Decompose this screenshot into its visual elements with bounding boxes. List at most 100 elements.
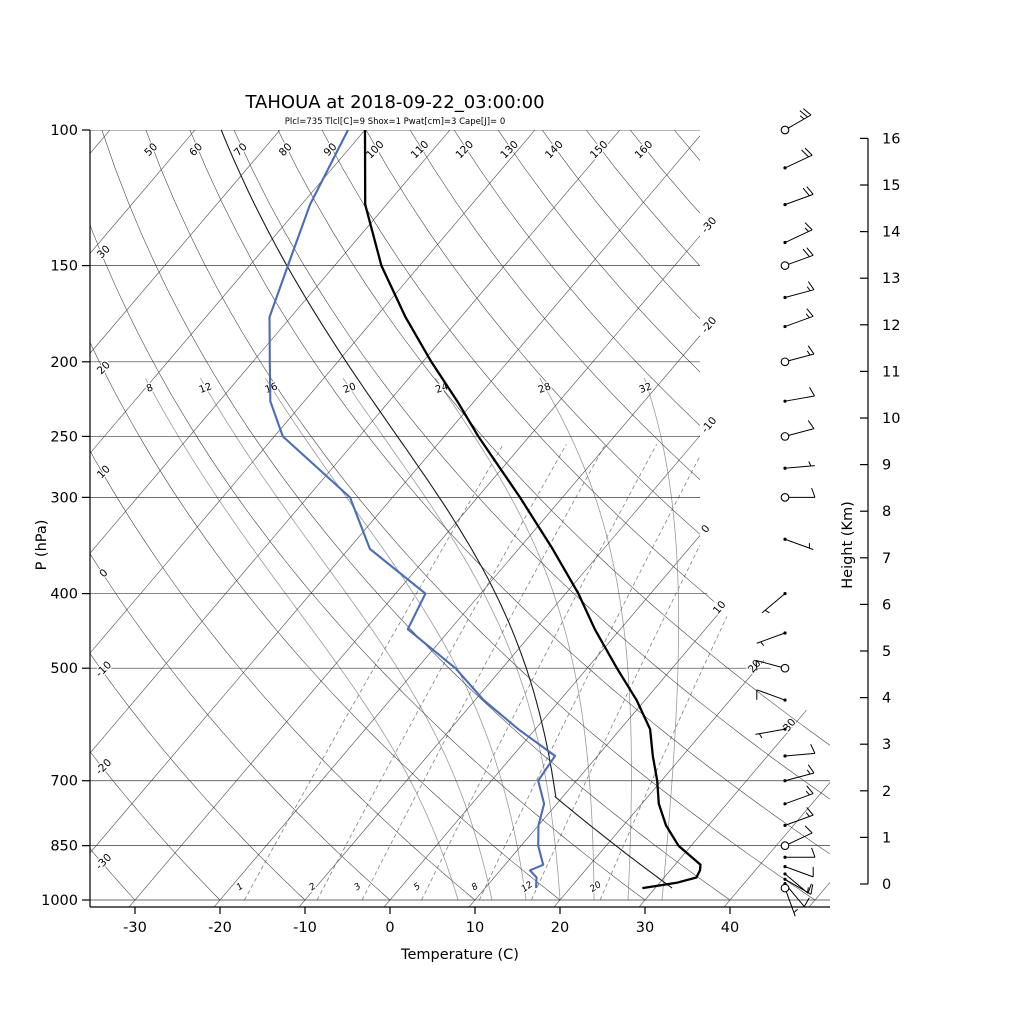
height-tick-label: 5 [882,644,891,660]
height-tick-label: 14 [882,225,900,241]
wind-barb [755,727,787,739]
level-dot-marker [783,779,787,783]
temperature-tick-label: 10 [466,920,484,936]
temperature-tick-label: -10 [293,920,317,936]
wind-barb [780,345,815,367]
height-axis-title: Height (Km) [840,501,856,589]
grid-label: -10 [699,415,719,436]
grid-label: 2 [308,881,319,893]
grid-label: 32 [638,381,654,396]
chart-params-line: Plcl=735 Tlcl[C]=9 Shox=1 Pwat[cm]=3 Cap… [285,117,506,127]
level-circle-marker [780,125,790,135]
level-dot-marker [783,166,787,170]
level-dot-marker [783,631,787,635]
pressure-axis: 100 150 200 250 300 400 500 700 850 1000 [41,123,91,909]
height-tick-label: 4 [882,691,891,707]
wind-barb [783,308,814,329]
level-dot-marker [783,240,787,245]
wind-barb [780,108,812,135]
wind-barb [783,785,814,806]
wind-barb [783,764,815,783]
level-dot-marker [783,865,787,869]
temperature-tick-label: -30 [123,920,147,936]
pressure-tick-label: 500 [50,661,78,677]
grid-dry-adiabats [90,130,830,901]
grid-label: 24 [434,381,450,396]
height-tick-label: 12 [882,318,900,334]
grid-isobars [90,130,830,901]
grid-label: 20 [342,381,358,396]
level-circle-marker [780,883,790,893]
level-circle-marker [780,432,790,441]
grid-label: 120 [453,139,476,162]
grid-label: 10 [711,599,729,617]
pressure-tick-label: 400 [50,587,78,603]
grid-label: -30 [699,215,719,236]
x-axis-title: Temperature (C) [400,947,519,963]
wind-barb [783,537,814,550]
level-dot-marker [783,855,787,859]
height-tick-label: 3 [882,737,891,753]
chart-title: TAHOUA at 2018-09-22_03:00:00 [244,92,544,113]
wind-barb [780,883,799,917]
level-dot-marker [783,203,787,207]
level-dot-marker [783,698,787,702]
parcel-profile [220,129,673,889]
grid-label: 12 [198,381,214,396]
height-tick-label: 7 [882,551,891,567]
wind-barb [780,420,815,441]
grid-label: 0 [97,567,110,580]
grid-isotherms [90,130,830,907]
parcel-ascent-curve [220,129,673,889]
level-circle-marker [780,493,790,502]
temperature-tick-label: 20 [551,920,569,936]
temperature-tick-label: -20 [208,920,232,936]
wind-barb [783,744,816,758]
grid-line-labels: 50 60 70 80 90 100 110 120 130 140 150 1603020100-1… [92,137,800,896]
wind-barb [755,659,790,673]
grid-label: -20 [699,315,719,336]
grid-label: 5 [412,881,423,893]
wind-barb [783,877,814,895]
pressure-tick-label: 850 [50,839,78,855]
temperature-curve [363,129,702,890]
wind-barb [783,847,816,859]
wind-barb [761,591,787,614]
y-axis-title: P (hPa) [34,520,50,571]
temperature-tick-label: 40 [721,920,739,936]
wind-barb [783,461,815,470]
height-tick-label: 10 [882,411,900,427]
wind-barb [756,689,787,702]
dewpoint-profile [268,129,557,889]
grid-label: 28 [537,381,553,396]
height-tick-label: 11 [882,364,900,380]
temperature-axis: -30 -20 -10 0 10 20 30 40 [90,906,830,936]
level-circle-marker [780,261,790,270]
dewpoint-curve [268,129,557,889]
height-tick-label: 0 [882,877,891,893]
temperature-profile [363,129,702,890]
pressure-tick-label: 200 [50,355,78,371]
wind-barb [783,387,815,403]
level-dot-marker [783,877,787,881]
pressure-tick-label: 150 [50,259,78,275]
height-tick-label: 9 [882,458,891,474]
level-dot-marker [783,727,787,731]
level-circle-marker [780,841,790,851]
wind-barb [783,865,814,878]
temperature-tick-label: 30 [636,920,654,936]
wind-barb [783,222,813,245]
grid-label: -10 [94,659,115,680]
level-dot-marker [783,754,787,758]
grid-label: 12 [520,880,535,895]
level-dot-marker [783,591,787,596]
height-tick-label: 2 [882,784,891,800]
pressure-tick-label: 100 [50,123,78,139]
wind-barb [780,487,816,502]
level-dot-marker [783,823,787,827]
pressure-tick-label: 1000 [41,893,78,909]
wind-barb-column [755,108,816,917]
